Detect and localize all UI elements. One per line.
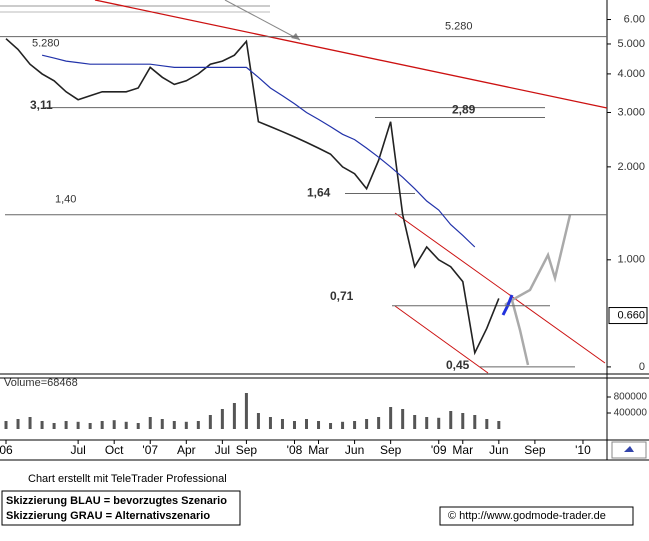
volume-bar <box>112 420 116 429</box>
x-tick-label: '08 <box>287 443 303 457</box>
level-label: 1,64 <box>307 186 331 200</box>
x-tick-label: Mar <box>308 443 329 457</box>
tool-icon <box>624 446 634 452</box>
volume-bar <box>280 419 284 429</box>
y-tick-label: 400000 <box>614 408 648 419</box>
trend-line <box>94 0 608 109</box>
volume-title: Volume=68468 <box>4 377 78 389</box>
last-price-label: 0.660 <box>617 309 645 321</box>
channel-line <box>394 212 606 364</box>
legend-box <box>1 490 241 526</box>
volume-bar <box>401 409 405 429</box>
volume-bar <box>136 423 140 429</box>
x-tick-label: Sep <box>236 443 258 457</box>
volume-bar <box>268 417 272 429</box>
x-tick-label: Mar <box>452 443 473 457</box>
volume-bar <box>220 409 224 429</box>
x-tick-label: Sep <box>524 443 546 457</box>
volume-bar <box>232 403 236 429</box>
price-line <box>41 54 476 248</box>
legend-gray: Skizzierung GRAU = Alternativszenario <box>6 510 210 522</box>
volume-bar <box>473 415 477 429</box>
volume-bar <box>16 419 20 429</box>
level-label: 5.280 <box>32 38 60 50</box>
volume-bar <box>353 421 357 429</box>
channel-line <box>394 305 489 374</box>
volume-bar <box>256 413 260 429</box>
arrow <box>224 0 301 41</box>
source: © http://www.godmode-trader.de <box>448 510 606 522</box>
legend-blue: Skizzierung BLAU = bevorzugtes Szenario <box>6 495 227 507</box>
volume-bar <box>437 417 441 429</box>
volume-bar <box>461 413 465 429</box>
volume-bar <box>52 423 56 429</box>
volume-bar <box>329 423 333 429</box>
y-tick-label: 3.000 <box>617 106 645 118</box>
price-line <box>5 38 500 356</box>
volume-bar <box>292 421 296 429</box>
x-tick-label: Oct <box>105 443 124 457</box>
volume-bar <box>124 421 128 429</box>
volume-bar <box>485 419 489 429</box>
volume-bar <box>389 407 393 429</box>
credit: Chart erstellt mit TeleTrader Profession… <box>28 473 227 485</box>
volume-bar <box>244 393 248 429</box>
volume-bar <box>160 419 164 429</box>
volume-bar <box>64 421 68 429</box>
volume-bar <box>100 421 104 429</box>
level-label: 1,40 <box>55 194 76 206</box>
y-tick-label: 2.000 <box>617 161 645 173</box>
volume-bar <box>196 421 200 429</box>
volume-bar <box>184 421 188 429</box>
gray-scenario <box>510 299 530 366</box>
x-tick-label: '09 <box>431 443 447 457</box>
volume-bar <box>317 421 321 429</box>
volume-bar <box>497 421 501 429</box>
x-tick-label: Jun <box>345 443 364 457</box>
x-tick-label: '07 <box>142 443 158 457</box>
volume-bar <box>449 411 453 429</box>
volume-bar <box>76 421 80 429</box>
volume-bar <box>28 417 32 429</box>
volume-bar <box>365 419 369 429</box>
x-tick-label: Jul <box>215 443 230 457</box>
x-tick-label: Jun <box>489 443 508 457</box>
y-tick-label: 5.000 <box>617 38 645 50</box>
volume-bar <box>377 417 381 429</box>
source-box <box>439 506 634 526</box>
x-tick-label: Jul <box>70 443 85 457</box>
level-label: 3,11 <box>30 98 53 112</box>
volume-bar <box>172 421 176 429</box>
volume-bar <box>4 421 8 429</box>
level-label: 0,71 <box>330 289 354 303</box>
volume-bar <box>413 415 417 429</box>
volume-bar <box>341 421 345 429</box>
y-tick-label: 0 <box>639 361 645 373</box>
volume-bar <box>305 419 309 429</box>
volume-bar <box>88 423 92 429</box>
last-price-box <box>608 307 648 325</box>
volume-bar <box>425 417 429 429</box>
level-label: 0,45 <box>446 358 470 372</box>
x-tick-label: Apr <box>177 443 196 457</box>
y-tick-label: 6.00 <box>624 13 645 25</box>
y-tick-label: 4.000 <box>617 68 645 80</box>
x-tick-label: '10 <box>575 443 591 457</box>
y-tick-label: 1.000 <box>617 254 645 266</box>
volume-bar <box>208 415 212 429</box>
volume-bar <box>40 421 44 429</box>
x-tick-label: Sep <box>380 443 402 457</box>
level-label: 5.280 <box>445 21 473 33</box>
volume-bar <box>148 417 152 429</box>
x-tick-label: 06 <box>0 443 13 457</box>
level-label: 2,89 <box>452 103 476 117</box>
blue-scenario <box>501 294 514 316</box>
y-tick-label: 800000 <box>614 392 648 403</box>
